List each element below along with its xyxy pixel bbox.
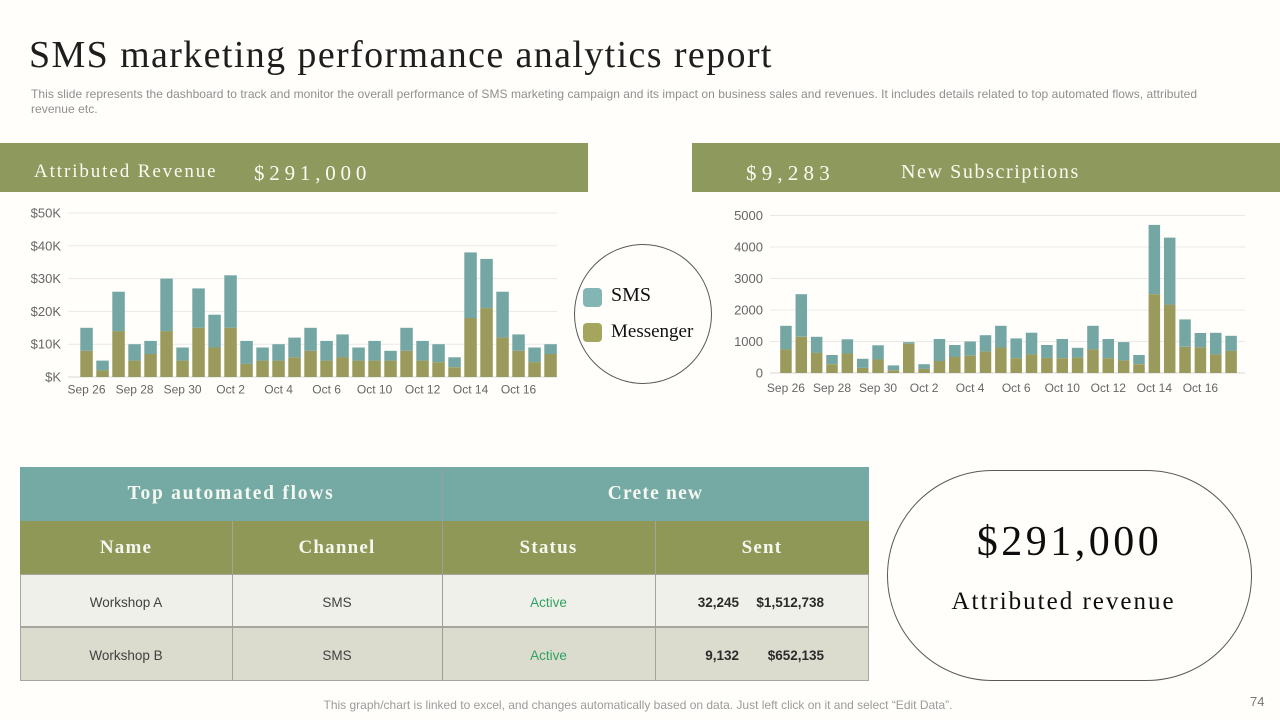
svg-text:3000: 3000: [734, 271, 763, 286]
svg-text:$50K: $50K: [31, 206, 62, 221]
svg-text:$20K: $20K: [31, 304, 62, 319]
svg-text:2000: 2000: [734, 303, 763, 318]
svg-text:Sep 28: Sep 28: [813, 381, 851, 395]
svg-text:Oct 2: Oct 2: [910, 381, 939, 395]
svg-text:Oct 16: Oct 16: [501, 383, 537, 397]
svg-text:Oct 6: Oct 6: [312, 383, 341, 397]
svg-text:5000: 5000: [734, 208, 763, 223]
svg-text:$10K: $10K: [31, 337, 62, 352]
svg-text:Sep 28: Sep 28: [116, 383, 154, 397]
svg-text:Oct 16: Oct 16: [1183, 381, 1219, 395]
svg-text:Oct 4: Oct 4: [264, 383, 293, 397]
svg-text:Sep 26: Sep 26: [767, 381, 805, 395]
svg-text:$40K: $40K: [31, 238, 62, 253]
svg-text:Sep 30: Sep 30: [164, 383, 202, 397]
svg-text:Oct 10: Oct 10: [357, 383, 393, 397]
svg-text:Oct 2: Oct 2: [216, 383, 245, 397]
svg-text:1000: 1000: [734, 334, 763, 349]
svg-text:Oct 6: Oct 6: [1002, 381, 1031, 395]
svg-text:Oct 12: Oct 12: [1091, 381, 1127, 395]
svg-text:Oct 14: Oct 14: [1137, 381, 1173, 395]
svg-text:4000: 4000: [734, 240, 763, 255]
svg-text:0: 0: [756, 366, 763, 381]
svg-text:Sep 30: Sep 30: [859, 381, 897, 395]
svg-text:Oct 10: Oct 10: [1045, 381, 1081, 395]
svg-text:Oct 14: Oct 14: [453, 383, 489, 397]
svg-text:Oct 12: Oct 12: [405, 383, 441, 397]
svg-text:Oct 4: Oct 4: [956, 381, 985, 395]
svg-text:Sep 26: Sep 26: [67, 383, 105, 397]
svg-text:$K: $K: [45, 370, 61, 385]
svg-text:$30K: $30K: [31, 271, 62, 286]
